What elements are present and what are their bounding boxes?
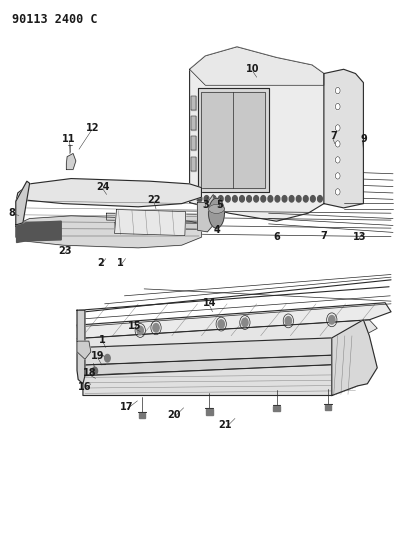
Circle shape — [261, 196, 265, 202]
Circle shape — [233, 196, 237, 202]
Circle shape — [335, 189, 340, 195]
Text: 3: 3 — [202, 200, 209, 210]
Text: 13: 13 — [353, 232, 366, 242]
Polygon shape — [115, 209, 186, 236]
Polygon shape — [139, 413, 145, 418]
Text: 16: 16 — [78, 382, 92, 392]
Text: 5: 5 — [216, 200, 223, 210]
Text: 14: 14 — [203, 298, 216, 308]
Polygon shape — [191, 96, 196, 110]
Polygon shape — [209, 205, 224, 213]
Circle shape — [335, 103, 340, 110]
Circle shape — [137, 326, 143, 335]
Polygon shape — [198, 88, 269, 192]
Text: 8: 8 — [8, 208, 15, 218]
Text: 10: 10 — [246, 64, 260, 74]
Polygon shape — [201, 92, 265, 188]
Text: 18: 18 — [83, 368, 97, 378]
Polygon shape — [332, 320, 377, 395]
Polygon shape — [81, 354, 363, 375]
Polygon shape — [77, 341, 91, 359]
Polygon shape — [107, 213, 201, 221]
Circle shape — [247, 196, 252, 202]
Circle shape — [329, 316, 335, 324]
Circle shape — [268, 196, 273, 202]
Circle shape — [218, 196, 223, 202]
Polygon shape — [17, 221, 61, 243]
Circle shape — [254, 196, 259, 202]
Text: 20: 20 — [167, 410, 181, 419]
Polygon shape — [191, 157, 196, 171]
Polygon shape — [77, 320, 377, 348]
Circle shape — [296, 196, 301, 202]
Text: 19: 19 — [91, 351, 105, 361]
Circle shape — [318, 196, 322, 202]
Polygon shape — [209, 198, 224, 228]
Circle shape — [105, 354, 110, 362]
Text: 22: 22 — [147, 195, 161, 205]
Circle shape — [240, 196, 245, 202]
Polygon shape — [66, 154, 76, 169]
Polygon shape — [206, 409, 213, 415]
Text: 12: 12 — [86, 123, 100, 133]
Polygon shape — [79, 337, 367, 365]
Circle shape — [204, 196, 209, 202]
Circle shape — [92, 367, 98, 375]
Polygon shape — [191, 116, 196, 130]
Circle shape — [303, 196, 308, 202]
Circle shape — [335, 173, 340, 179]
Circle shape — [282, 196, 287, 202]
Polygon shape — [16, 179, 201, 207]
Polygon shape — [16, 181, 30, 225]
Circle shape — [285, 317, 292, 325]
Circle shape — [226, 196, 230, 202]
Text: 11: 11 — [62, 134, 76, 143]
Circle shape — [335, 125, 340, 131]
Text: 2: 2 — [97, 259, 104, 268]
Polygon shape — [77, 310, 85, 384]
Text: 1: 1 — [117, 259, 124, 268]
Circle shape — [335, 157, 340, 163]
Text: 24: 24 — [96, 182, 109, 191]
Polygon shape — [191, 136, 196, 150]
Text: 4: 4 — [214, 225, 221, 235]
Circle shape — [335, 141, 340, 147]
Text: 7: 7 — [320, 231, 327, 240]
Polygon shape — [324, 69, 363, 208]
Polygon shape — [190, 47, 324, 221]
Polygon shape — [115, 222, 201, 229]
Polygon shape — [16, 216, 201, 248]
Circle shape — [289, 196, 294, 202]
Text: 7: 7 — [330, 131, 337, 141]
Text: 90113 2400 C: 90113 2400 C — [12, 13, 97, 26]
Circle shape — [335, 87, 340, 94]
Text: 1: 1 — [99, 335, 106, 344]
Polygon shape — [190, 47, 324, 85]
Text: 21: 21 — [218, 421, 232, 430]
Text: 17: 17 — [120, 402, 133, 411]
Circle shape — [275, 196, 280, 202]
Circle shape — [242, 318, 248, 327]
Polygon shape — [198, 195, 213, 232]
Circle shape — [211, 196, 216, 202]
Polygon shape — [83, 364, 357, 395]
Polygon shape — [325, 405, 331, 410]
Circle shape — [197, 196, 202, 202]
Polygon shape — [77, 303, 391, 338]
Circle shape — [310, 196, 315, 202]
Circle shape — [153, 324, 159, 332]
Polygon shape — [273, 406, 280, 411]
Text: 15: 15 — [128, 321, 141, 331]
Text: 9: 9 — [360, 134, 367, 143]
Text: 23: 23 — [58, 246, 72, 255]
Circle shape — [218, 320, 224, 328]
Text: 6: 6 — [273, 232, 280, 242]
